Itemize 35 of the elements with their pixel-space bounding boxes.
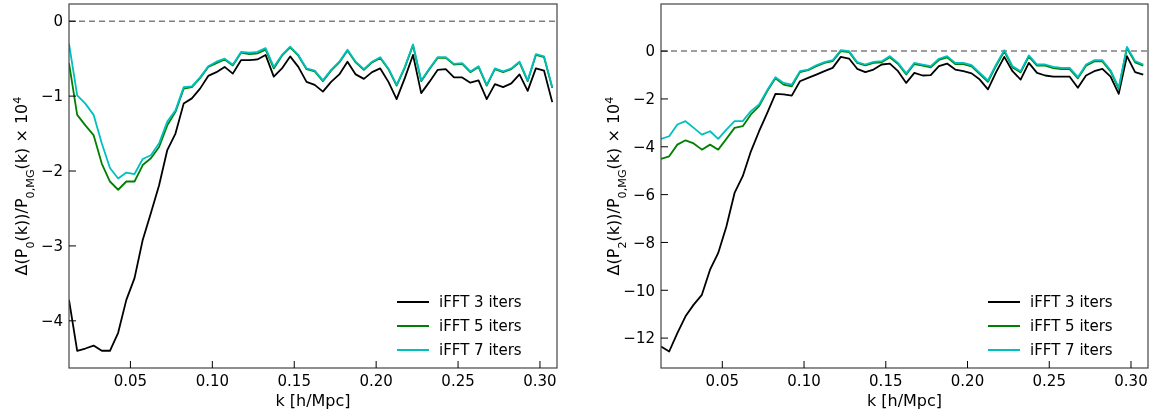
y-tick-label: −2 xyxy=(632,90,655,109)
y-tick-label: −6 xyxy=(632,185,655,204)
y-tick-label: −12 xyxy=(623,329,655,348)
legend-label: iFFT 5 iters xyxy=(1030,317,1113,336)
y-tick-label: −10 xyxy=(623,281,655,300)
y-tick-label: −1 xyxy=(40,87,63,106)
x-tick-label: 0.15 xyxy=(869,372,903,390)
x-tick-label: 0.30 xyxy=(523,372,557,390)
y-tick-label: 0 xyxy=(53,12,63,31)
x-tick-label: 0.05 xyxy=(113,372,148,390)
legend-label: iFFT 3 iters xyxy=(439,293,522,312)
line-series xyxy=(661,47,1145,160)
y-tick-label: −4 xyxy=(40,312,63,331)
legend-label: iFFT 7 iters xyxy=(1030,341,1113,360)
legend-label: iFFT 3 iters xyxy=(1030,293,1113,312)
x-tick-label: 0.30 xyxy=(1114,372,1148,390)
legend-label: iFFT 7 iters xyxy=(439,341,522,360)
x-tick-label: 0.10 xyxy=(787,372,821,390)
line-series xyxy=(661,45,1145,140)
x-tick-label: 0.05 xyxy=(705,372,740,390)
x-tick-label: 0.20 xyxy=(950,372,985,390)
x-axis-title: k [h/Mpc] xyxy=(866,391,943,410)
x-tick-label: 0.25 xyxy=(1032,372,1066,390)
x-tick-label: 0.25 xyxy=(441,372,475,390)
line-series xyxy=(661,55,1145,353)
x-axis-title: k [h/Mpc] xyxy=(275,391,351,410)
y-tick-label: −4 xyxy=(632,138,655,157)
y-tick-label: −2 xyxy=(40,162,63,181)
y-tick-label: −8 xyxy=(632,233,655,252)
legend-label: iFFT 5 iters xyxy=(439,317,522,336)
y-tick-label: 0 xyxy=(645,42,655,61)
x-tick-label: 0.15 xyxy=(277,372,311,390)
x-tick-label: 0.10 xyxy=(195,372,230,390)
x-tick-label: 0.20 xyxy=(359,372,393,390)
y-tick-label: −3 xyxy=(40,237,63,256)
